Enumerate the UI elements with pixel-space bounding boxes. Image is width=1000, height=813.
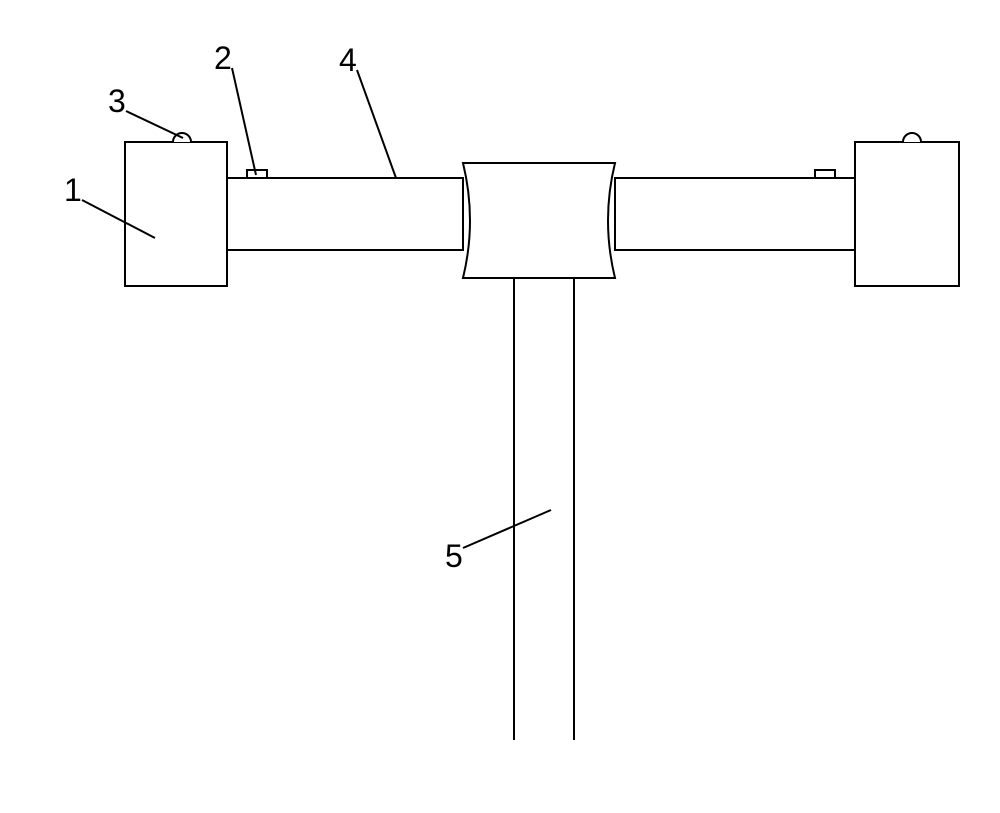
label-1: 1 [64, 172, 82, 209]
technical-diagram: 1 2 3 4 5 [0, 0, 1000, 808]
right-block [855, 142, 959, 286]
vertical-post [514, 278, 574, 740]
right-bump [903, 133, 921, 142]
left-small-tab [247, 170, 267, 178]
leader-lines [82, 68, 551, 548]
left-block [125, 142, 227, 286]
label-3: 3 [108, 83, 126, 120]
label-5: 5 [445, 538, 463, 575]
label-4: 4 [339, 42, 357, 79]
horizontal-bar-right [615, 178, 855, 250]
diagram-svg [0, 0, 1000, 808]
horizontal-bar-left [227, 178, 463, 250]
right-small-tab [815, 170, 835, 178]
label-2: 2 [214, 40, 232, 77]
center-joint [463, 163, 615, 278]
